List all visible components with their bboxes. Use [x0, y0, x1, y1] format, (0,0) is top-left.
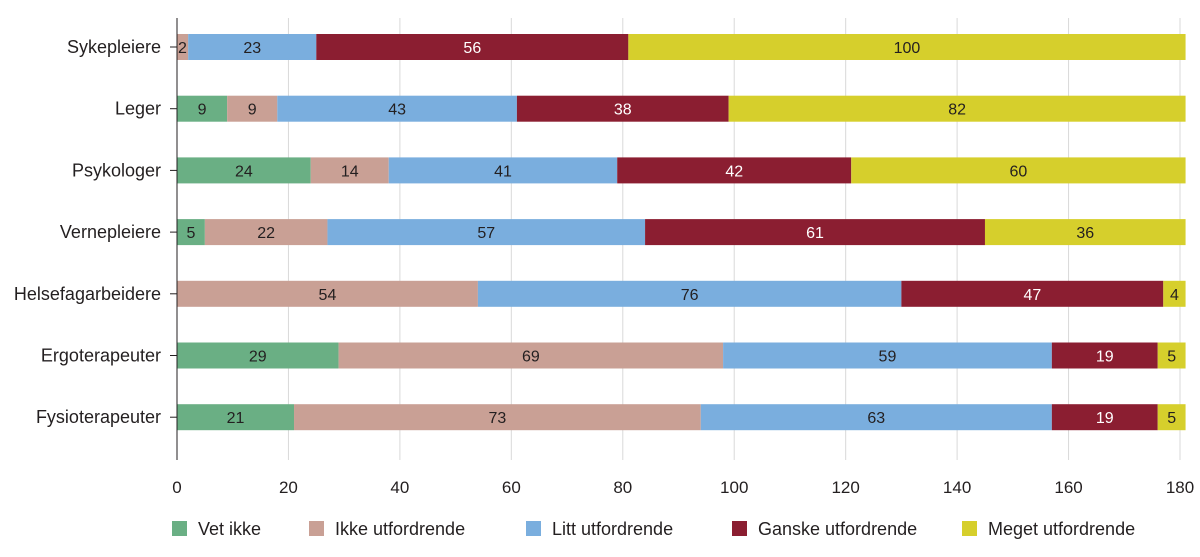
- bars: 0223561009943388224144142605225761360547…: [177, 34, 1186, 431]
- data-label-sykepleiere-ikke-utfordrende: 2: [178, 40, 187, 57]
- legend-swatch-litt-utfordrende: [526, 521, 541, 536]
- legend-swatch-ikke-utfordrende: [309, 521, 324, 536]
- x-tick-label-20: 20: [279, 478, 298, 497]
- data-label-fysioterapeuter-ikke-utfordrende: 73: [489, 410, 507, 427]
- bar-psykologer-meget-utfordrende: [851, 157, 1186, 184]
- bar-fysioterapeuter-ganske-utfordrende: [1051, 404, 1158, 431]
- data-label-helsefagarbeidere-litt-utfordrende: 76: [681, 287, 699, 304]
- bar-helsefagarbeidere-meget-utfordrende: [1163, 280, 1186, 307]
- x-tick-label-40: 40: [390, 478, 409, 497]
- x-tick-label-100: 100: [720, 478, 748, 497]
- x-tick-label-180: 180: [1166, 478, 1194, 497]
- legend-label-ganske-utfordrende: Ganske utfordrende: [758, 519, 917, 539]
- x-tick-label-140: 140: [943, 478, 971, 497]
- x-tick-label-120: 120: [831, 478, 859, 497]
- bar-psykologer-ganske-utfordrende: [617, 157, 852, 184]
- bar-ergoterapeuter-ikke-utfordrende: [338, 342, 724, 369]
- bar-fysioterapeuter-litt-utfordrende: [700, 404, 1052, 431]
- data-label-vernepleiere-vet-ikke: 5: [186, 225, 195, 242]
- data-label-vernepleiere-meget-utfordrende: 36: [1076, 225, 1094, 242]
- data-label-sykepleiere-meget-utfordrende: 100: [894, 40, 921, 57]
- data-label-vernepleiere-ikke-utfordrende: 22: [257, 225, 275, 242]
- bar-sykepleiere-meget-utfordrende: [628, 34, 1186, 60]
- legend-swatch-vet-ikke: [172, 521, 187, 536]
- y-category-label-helsefagarbeidere: Helsefagarbeidere: [14, 284, 161, 304]
- bar-ergoterapeuter-ganske-utfordrende: [1051, 342, 1158, 369]
- bar-psykologer-ikke-utfordrende: [310, 157, 389, 184]
- bar-helsefagarbeidere-litt-utfordrende: [477, 280, 902, 307]
- legend: Vet ikke Ikke utfordrende Litt utfordrende…: [172, 519, 1135, 539]
- bar-vernepleiere-litt-utfordrende: [327, 219, 646, 246]
- data-label-fysioterapeuter-meget-utfordrende: 5: [1167, 410, 1176, 427]
- data-label-ergoterapeuter-ganske-utfordrende: 19: [1096, 349, 1114, 366]
- legend-swatch-meget-utfordrende: [962, 521, 977, 536]
- x-tick-label-0: 0: [172, 478, 181, 497]
- legend-label-ikke-utfordrende: Ikke utfordrende: [335, 519, 465, 539]
- data-label-leger-litt-utfordrende: 43: [388, 102, 406, 119]
- bar-leger-ganske-utfordrende: [516, 95, 729, 122]
- bar-psykologer-vet-ikke: [177, 157, 311, 184]
- data-label-ergoterapeuter-vet-ikke: 29: [249, 349, 267, 366]
- data-label-psykologer-meget-utfordrende: 60: [1010, 163, 1028, 180]
- y-category-label-vernepleiere: Vernepleiere: [60, 222, 161, 242]
- data-label-vernepleiere-litt-utfordrende: 57: [477, 225, 495, 242]
- data-label-fysioterapeuter-litt-utfordrende: 63: [867, 410, 885, 427]
- bar-ergoterapeuter-litt-utfordrende: [723, 342, 1052, 369]
- bar-sykepleiere-ganske-utfordrende: [316, 34, 629, 60]
- legend-label-litt-utfordrende: Litt utfordrende: [552, 519, 673, 539]
- y-category-label-leger: Leger: [115, 99, 161, 119]
- bar-vernepleiere-ikke-utfordrende: [204, 219, 328, 246]
- y-category-label-fysioterapeuter: Fysioterapeuter: [36, 407, 161, 427]
- x-tick-label-60: 60: [502, 478, 521, 497]
- data-label-helsefagarbeidere-meget-utfordrende: 4: [1170, 287, 1179, 304]
- bar-fysioterapeuter-meget-utfordrende: [1157, 404, 1186, 431]
- data-label-fysioterapeuter-vet-ikke: 21: [227, 410, 245, 427]
- bar-sykepleiere-litt-utfordrende: [188, 34, 317, 60]
- bar-leger-meget-utfordrende: [728, 95, 1186, 122]
- bar-fysioterapeuter-vet-ikke: [177, 404, 295, 431]
- data-label-psykologer-ganske-utfordrende: 42: [725, 163, 743, 180]
- data-label-psykologer-ikke-utfordrende: 14: [341, 163, 359, 180]
- data-label-ergoterapeuter-ikke-utfordrende: 69: [522, 349, 540, 366]
- y-category-label-ergoterapeuter: Ergoterapeuter: [41, 346, 161, 366]
- data-label-ergoterapeuter-meget-utfordrende: 5: [1167, 349, 1176, 366]
- y-category-label-psykologer: Psykologer: [72, 160, 161, 180]
- bar-helsefagarbeidere-ikke-utfordrende: [177, 280, 478, 307]
- bar-sykepleiere-ikke-utfordrende: [177, 34, 189, 60]
- data-label-ergoterapeuter-litt-utfordrende: 59: [879, 349, 897, 366]
- data-label-sykepleiere-ganske-utfordrende: 56: [463, 40, 481, 57]
- data-label-fysioterapeuter-ganske-utfordrende: 19: [1096, 410, 1114, 427]
- data-label-leger-ganske-utfordrende: 38: [614, 102, 632, 119]
- y-category-label-sykepleiere: Sykepleiere: [67, 37, 161, 57]
- data-label-psykologer-vet-ikke: 24: [235, 163, 253, 180]
- bar-leger-litt-utfordrende: [277, 95, 517, 122]
- x-tick-label-160: 160: [1054, 478, 1082, 497]
- bar-vernepleiere-meget-utfordrende: [984, 219, 1186, 246]
- data-label-leger-ikke-utfordrende: 9: [248, 102, 257, 119]
- bar-ergoterapeuter-vet-ikke: [177, 342, 339, 369]
- legend-swatch-ganske-utfordrende: [732, 521, 747, 536]
- data-label-helsefagarbeidere-ganske-utfordrende: 47: [1023, 287, 1041, 304]
- bar-helsefagarbeidere-ganske-utfordrende: [901, 280, 1164, 307]
- bar-psykologer-litt-utfordrende: [388, 157, 618, 184]
- bar-fysioterapeuter-ikke-utfordrende: [294, 404, 701, 431]
- bar-ergoterapeuter-meget-utfordrende: [1157, 342, 1186, 369]
- bar-vernepleiere-vet-ikke: [177, 219, 205, 246]
- data-label-leger-vet-ikke: 9: [198, 102, 207, 119]
- data-label-helsefagarbeidere-ikke-utfordrende: 54: [319, 287, 337, 304]
- legend-label-vet-ikke: Vet ikke: [198, 519, 261, 539]
- bar-leger-vet-ikke: [177, 95, 228, 122]
- data-label-leger-meget-utfordrende: 82: [948, 102, 966, 119]
- legend-label-meget-utfordrende: Meget utfordrende: [988, 519, 1135, 539]
- bar-vernepleiere-ganske-utfordrende: [645, 219, 985, 246]
- axes: 0 20 40 60 80 100 120 140 160 180 Sykepleiere Leger…: [14, 18, 1194, 497]
- bar-leger-ikke-utfordrende: [227, 95, 278, 122]
- data-label-sykepleiere-litt-utfordrende: 23: [243, 40, 261, 57]
- data-label-psykologer-litt-utfordrende: 41: [494, 163, 512, 180]
- data-label-vernepleiere-ganske-utfordrende: 61: [806, 225, 824, 242]
- x-tick-label-80: 80: [613, 478, 632, 497]
